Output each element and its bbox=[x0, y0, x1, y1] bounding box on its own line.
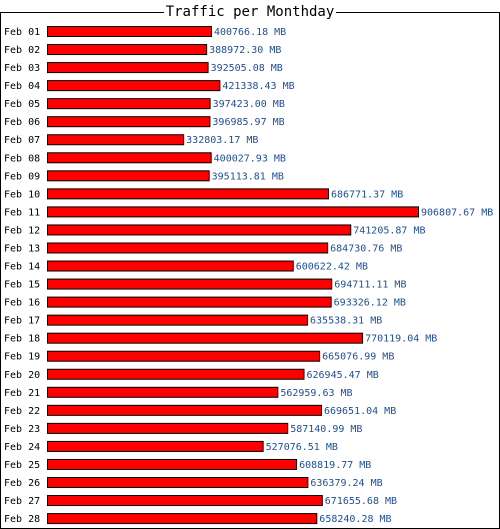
category-label: Feb 20 bbox=[4, 370, 40, 381]
value-label: 770119.04 MB bbox=[365, 334, 437, 345]
bar bbox=[47, 477, 309, 488]
value-label: 421338.43 MB bbox=[222, 81, 294, 92]
category-label: Feb 19 bbox=[4, 352, 40, 363]
bar bbox=[47, 224, 352, 236]
chart-title: Traffic per Monthday bbox=[163, 4, 337, 20]
bar bbox=[47, 134, 185, 146]
bar bbox=[47, 495, 323, 507]
value-label: 626945.47 MB bbox=[307, 370, 379, 381]
category-label: Feb 01 bbox=[4, 27, 40, 38]
value-label: 608819.77 MB bbox=[299, 460, 371, 471]
bar bbox=[47, 206, 419, 218]
category-label: Feb 12 bbox=[4, 225, 40, 236]
value-label: 396985.97 MB bbox=[212, 117, 284, 128]
category-label: Feb 02 bbox=[4, 45, 40, 56]
bar bbox=[47, 513, 318, 525]
category-label: Feb 27 bbox=[4, 496, 40, 507]
category-label: Feb 09 bbox=[4, 171, 40, 182]
bar bbox=[47, 170, 210, 182]
value-label: 665076.99 MB bbox=[322, 352, 394, 363]
bar bbox=[47, 44, 208, 56]
bar bbox=[47, 62, 209, 74]
bar bbox=[47, 278, 333, 290]
value-label: 741205.87 MB bbox=[353, 225, 425, 236]
category-label: Feb 21 bbox=[4, 388, 40, 399]
bar bbox=[47, 440, 264, 452]
value-label: 636379.24 MB bbox=[310, 478, 382, 489]
value-label: 397423.00 MB bbox=[213, 99, 285, 110]
value-label: 400766.18 MB bbox=[214, 27, 286, 38]
category-label: Feb 24 bbox=[4, 442, 40, 453]
value-label: 395113.81 MB bbox=[212, 171, 284, 182]
bar bbox=[47, 98, 211, 110]
value-label: 587140.99 MB bbox=[290, 424, 362, 435]
bar bbox=[47, 350, 321, 362]
category-label: Feb 14 bbox=[4, 262, 40, 273]
category-label: Feb 17 bbox=[4, 316, 40, 327]
category-label: Feb 23 bbox=[4, 424, 40, 435]
bar bbox=[47, 296, 332, 308]
bar bbox=[47, 422, 289, 434]
bar bbox=[47, 332, 364, 344]
category-label: Feb 05 bbox=[4, 99, 40, 110]
value-label: 906807.67 MB bbox=[421, 207, 493, 218]
category-label: Feb 11 bbox=[4, 207, 40, 218]
value-label: 388972.30 MB bbox=[209, 45, 281, 56]
value-label: 684730.76 MB bbox=[330, 243, 402, 254]
bar bbox=[47, 26, 212, 37]
category-label: Feb 18 bbox=[4, 334, 40, 345]
value-label: 694711.11 MB bbox=[334, 280, 406, 291]
category-label: Feb 13 bbox=[4, 243, 40, 254]
chart-title-wrap: Traffic per Monthday bbox=[0, 4, 500, 20]
value-label: 693326.12 MB bbox=[334, 298, 406, 309]
bar bbox=[47, 242, 329, 254]
bar bbox=[47, 314, 309, 326]
bar bbox=[47, 116, 211, 128]
category-label: Feb 07 bbox=[4, 135, 40, 146]
value-label: 600622.42 MB bbox=[296, 262, 368, 273]
bar bbox=[47, 386, 279, 398]
bar bbox=[47, 404, 322, 416]
category-label: Feb 08 bbox=[4, 153, 40, 164]
value-label: 669651.04 MB bbox=[324, 406, 396, 417]
category-label: Feb 06 bbox=[4, 117, 40, 128]
bar bbox=[47, 152, 212, 164]
bar bbox=[47, 458, 298, 470]
category-label: Feb 03 bbox=[4, 63, 40, 74]
value-label: 527076.51 MB bbox=[266, 442, 338, 453]
category-label: Feb 28 bbox=[4, 514, 40, 525]
category-label: Feb 10 bbox=[4, 189, 40, 200]
value-label: 635538.31 MB bbox=[310, 316, 382, 327]
category-label: Feb 16 bbox=[4, 298, 40, 309]
value-label: 400027.93 MB bbox=[214, 153, 286, 164]
category-label: Feb 15 bbox=[4, 280, 40, 291]
value-label: 332803.17 MB bbox=[186, 135, 258, 146]
bar bbox=[47, 188, 329, 200]
category-label: Feb 22 bbox=[4, 406, 40, 417]
bar bbox=[47, 260, 294, 272]
bar bbox=[47, 368, 305, 380]
bar bbox=[47, 80, 221, 92]
value-label: 392505.08 MB bbox=[211, 63, 283, 74]
category-label: Feb 25 bbox=[4, 460, 40, 471]
value-label: 658240.28 MB bbox=[319, 514, 391, 525]
category-label: Feb 04 bbox=[4, 81, 40, 92]
value-label: 671655.68 MB bbox=[325, 496, 397, 507]
category-label: Feb 26 bbox=[4, 478, 40, 489]
value-label: 562959.63 MB bbox=[280, 388, 352, 399]
value-label: 686771.37 MB bbox=[331, 189, 403, 200]
